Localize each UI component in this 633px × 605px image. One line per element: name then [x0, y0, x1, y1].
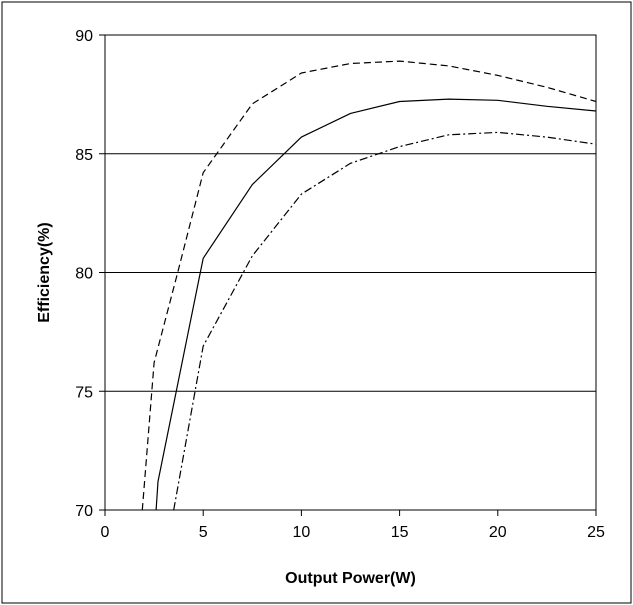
- x-axis-ticks: 0 5 10 15 20 25: [101, 510, 605, 541]
- y-tick-label: 75: [75, 384, 93, 401]
- series-line-1-dashed: [141, 60, 597, 511]
- series-lines: [141, 60, 597, 511]
- y-tick-label: 80: [75, 266, 93, 283]
- y-axis-ticks: 70 75 80 85 90: [75, 28, 105, 520]
- x-axis-title: Output Power(W): [285, 570, 416, 587]
- x-tick-label: 25: [587, 524, 605, 541]
- x-tick-label: 10: [293, 524, 311, 541]
- x-tick-label: 20: [489, 524, 507, 541]
- y-axis-title: Efficiency(%): [36, 222, 53, 322]
- y-tick-label: 85: [75, 147, 93, 164]
- grid-lines: [105, 153, 596, 392]
- x-tick-label: 0: [101, 524, 110, 541]
- x-tick-label: 15: [391, 524, 409, 541]
- series-line-3-dash-dot: [173, 131, 597, 511]
- x-tick-label: 5: [199, 524, 208, 541]
- y-tick-label: 70: [75, 503, 93, 520]
- series-line-2-solid: [155, 98, 597, 511]
- y-tick-label: 90: [75, 28, 93, 45]
